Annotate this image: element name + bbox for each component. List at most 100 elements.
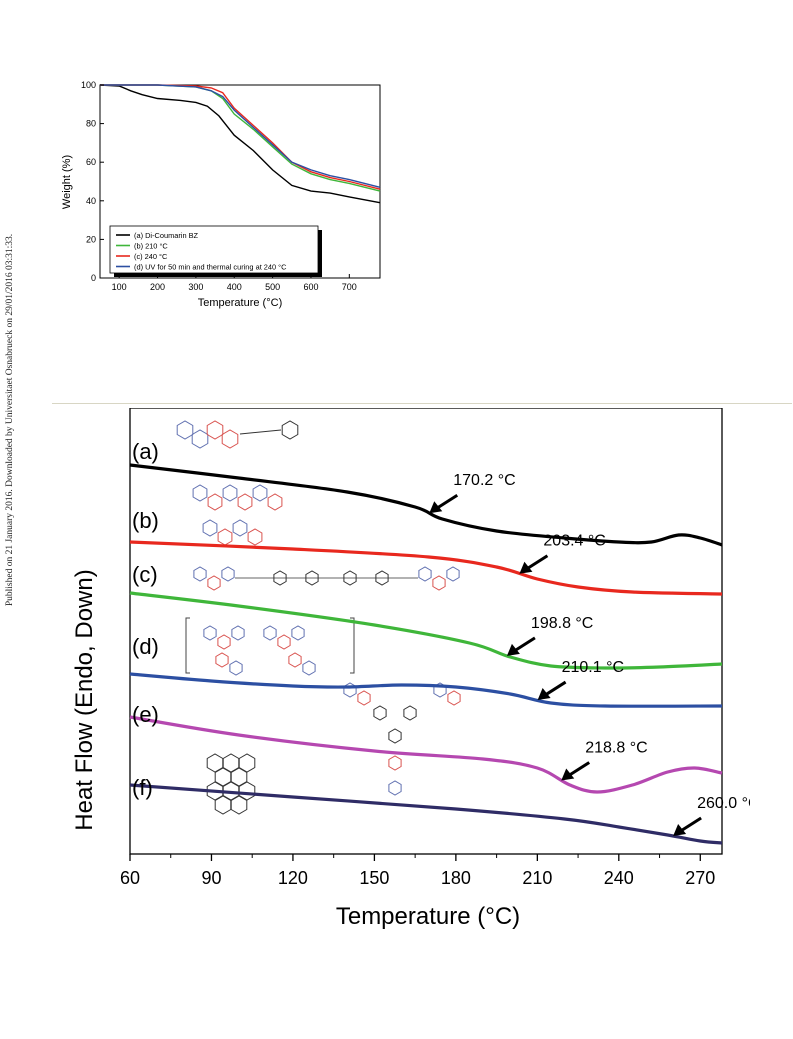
tga-ytick-label: 0 [91,273,96,283]
dsc-arrowhead-3 [537,688,551,701]
structure-e-ring-0 [343,682,357,698]
dsc-arrow-0 [434,493,459,511]
publisher-watermark: Published on 21 January 2016. Downloaded… [5,234,15,606]
structure-e-ring-3 [447,690,461,706]
dsc-series-label-2: (c) [132,562,158,587]
dsc-arrowhead-1 [519,561,533,574]
dsc-arrowhead-4 [561,768,575,781]
structure-a-bond [239,429,282,435]
structure-e-ring-8 [388,780,402,796]
structure-c-ring-2 [221,566,235,582]
dsc-arrowhead-0 [429,501,443,514]
dsc-axes: 60 90 120 150 180 210 240 270 [120,854,715,888]
dsc-arrowhead-2 [506,643,520,656]
tga-legend-label-0: (a) Di-Coumarin BZ [134,231,199,240]
dsc-arrow-3 [542,680,567,698]
structure-a-coumarin-ring [176,420,194,440]
structure-d-ring-7 [229,660,243,676]
dsc-ylabel: Heat Flow (Endo, Down) [71,569,98,830]
dsc-xtick-label: 270 [685,868,715,888]
structure-b-ring-8 [232,519,248,537]
structure-c-ring-4 [305,570,319,586]
dsc-series-line-5 [129,783,723,845]
tga-xtick-label: 400 [227,282,242,292]
dsc-series-line-2 [129,591,723,670]
structure-e-ring-6 [388,728,402,744]
tga-series-line-2 [100,84,381,190]
tga-plot-frame [99,84,381,279]
section-divider [52,403,792,404]
tga-series-line-1 [100,84,381,192]
structure-b-ring-4 [252,484,268,502]
structure-c-ring-1 [207,575,221,591]
dsc-annotation-1: 203.4 °C [543,533,605,550]
structure-c-ring-5 [343,570,357,586]
structure-c-ring-7 [418,566,432,582]
dsc-series-label-1: (b) [132,508,159,533]
dsc-series-line-1 [129,540,723,596]
tga-ytick-label: 80 [86,119,96,129]
dsc-series-line-3 [129,672,723,708]
dsc-annotation-4: 218.8 °C [585,739,647,756]
structure-d-ring-1 [217,634,231,650]
tga-axes: 100 200 300 400 500 600 700 0 20 40 60 80 100 [81,80,357,292]
structure-d-ring-9 [302,660,316,676]
tga-chart: 100 200 300 400 500 600 700 0 20 40 60 80 100 (a) Di… [61,80,381,309]
tga-series-line-0 [99,84,381,204]
dsc-annotation-3: 210.1 °C [562,659,624,676]
dsc-xtick-label: 60 [120,868,140,888]
dsc-annotation-5: 260.0 °C [697,795,750,812]
structure-c-ring-0 [193,566,207,582]
structure-e-ring-4 [373,705,387,721]
structure-d-ring-6 [215,652,229,668]
dsc-series-group: (a) 170.2 °C (b) 203.4 °C (c) 198.8 °C (d) 210.… [129,439,750,845]
dsc-series-line-4 [129,715,723,794]
structure-b-ring-5 [267,493,283,511]
structure-d-ring-4 [277,634,291,650]
chemical-structures [176,420,461,815]
dsc-series-line-0 [129,463,723,547]
structure-c-ring-6 [375,570,389,586]
structure-d-ring-3 [263,625,277,641]
dsc-plot-frame [129,408,723,855]
tga-xtick-label: 700 [342,282,357,292]
structure-f-ring-8 [214,795,232,815]
structure-b-ring-3 [237,493,253,511]
structure-b-ring-2 [222,484,238,502]
structure-a-coumarin-ring [191,429,209,449]
structure-d-ring-5 [291,625,305,641]
tga-series-line-3 [100,84,381,188]
dsc-series-label-3: (d) [132,634,159,659]
structure-d-ring-8 [288,652,302,668]
dsc-arrow-1 [524,554,549,571]
structure-a-phenyl-ring [281,420,299,440]
structure-d-ring-0 [203,625,217,641]
tga-xtick-label: 200 [150,282,165,292]
dsc-xlabel: Temperature (°C) [336,903,520,930]
dsc-series-label-4: (e) [132,702,159,727]
dsc-arrowhead-5 [673,824,687,836]
tga-xtick-label: 600 [303,282,318,292]
dsc-chart: (a) 170.2 °C (b) 203.4 °C (c) 198.8 °C (d) 210.… [71,408,750,930]
tga-ytick-label: 20 [86,234,96,244]
watermark-text: Published on 21 January 2016. Downloaded… [5,234,15,606]
structure-f-ring-9 [230,795,248,815]
structure-a-oxazine-ring [221,429,239,449]
dsc-arrow-2 [512,636,536,654]
dsc-series-label-5: (f) [132,775,153,800]
dsc-annotation-2: 198.8 °C [531,615,593,632]
tga-legend-label-2: (c) 240 °C [134,252,168,261]
tga-ytick-label: 100 [81,80,96,90]
structure-f-ring-2 [238,753,256,773]
structure-d-bracket [185,617,355,674]
tga-xlabel: Temperature (°C) [198,297,282,309]
dsc-xtick-label: 180 [441,868,471,888]
structure-b-ring-1 [207,493,223,511]
structure-e-ring-5 [403,705,417,721]
dsc-xtick-label: 90 [201,868,221,888]
structure-c-ring-3 [273,570,287,586]
tga-series-group [99,84,381,204]
structure-c-ring-9 [446,566,460,582]
tga-xtick-label: 300 [188,282,203,292]
structure-e-ring-7 [388,755,402,771]
